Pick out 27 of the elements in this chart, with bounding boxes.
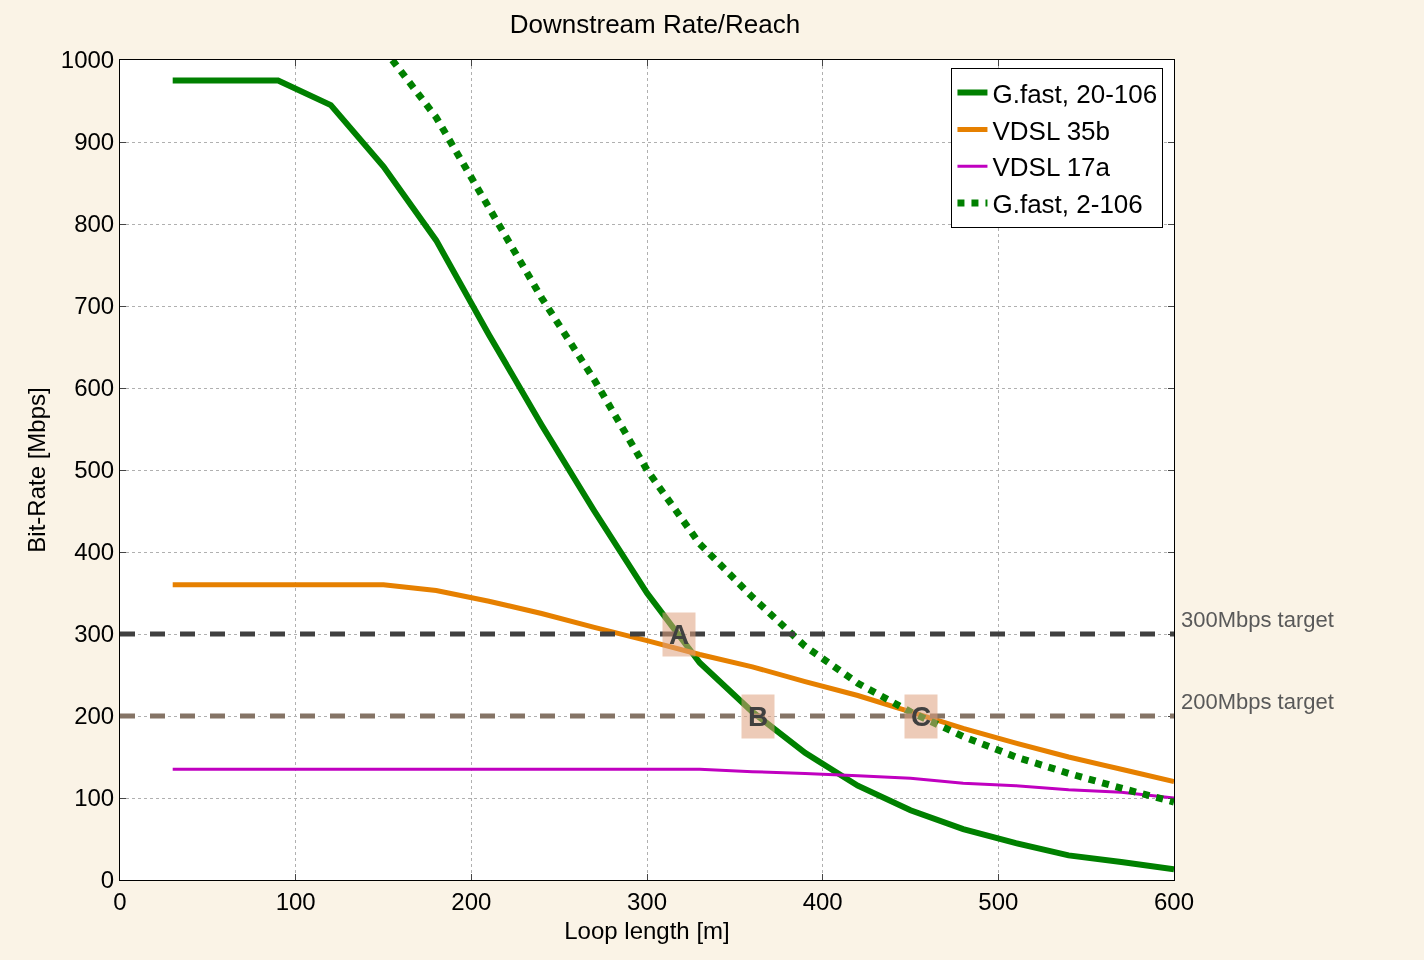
x-tick-label: 600	[1153, 887, 1195, 915]
line-series	[171, 767, 1174, 800]
y-tick-label: 600	[74, 374, 115, 402]
y-tick-label: 400	[74, 538, 115, 566]
legend-label: G.fast, 20-106	[992, 78, 1158, 109]
y-tick-label: 500	[74, 456, 115, 484]
y-axis-title: Bit-Rate [Mbps]	[22, 387, 50, 553]
y-tick-label: 100	[74, 784, 115, 812]
ref-line-label: 200Mbps target	[1181, 689, 1334, 714]
x-tick-label: 100	[275, 887, 316, 915]
legend-label: G.fast, 2-106	[992, 189, 1143, 220]
y-tick-label: 900	[74, 128, 115, 156]
y-tick-label: 200	[74, 702, 115, 730]
y-tick-label: 300	[74, 620, 115, 648]
y-tick-label: 1000	[60, 46, 115, 74]
x-axis-title: Loop length [m]	[564, 917, 730, 945]
y-tick-label: 800	[74, 210, 115, 238]
chart-title: Downstream Rate/Reach	[509, 8, 801, 39]
x-tick-label: 500	[978, 887, 1019, 915]
x-tick-label: 300	[626, 887, 668, 915]
legend-label: VDSL 35b	[992, 115, 1111, 146]
y-tick-label: 700	[74, 292, 115, 320]
y-tick-label: 0	[100, 866, 115, 894]
x-tick-label: 200	[451, 887, 492, 915]
legend-label: VDSL 17a	[992, 152, 1111, 183]
x-tick-label: 400	[802, 887, 843, 915]
ref-line-label: 300Mbps target	[1181, 607, 1334, 632]
